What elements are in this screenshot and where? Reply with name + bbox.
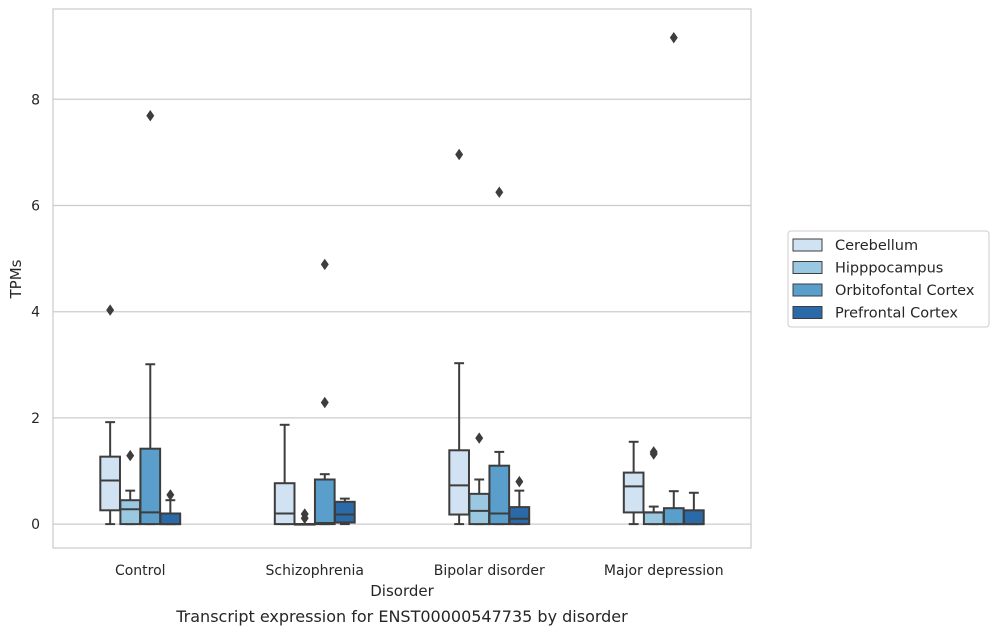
box-body <box>159 512 182 526</box>
legend-swatch <box>792 306 823 319</box>
chart-caption: Transcript expression for ENST0000054773… <box>175 607 628 626</box>
outlier-point <box>320 396 329 409</box>
box-body <box>683 509 705 526</box>
box-body <box>662 507 685 526</box>
outlier-point <box>475 432 484 444</box>
x-tick-label: Schizophrenia <box>266 563 364 579</box>
outlier-point <box>320 258 329 271</box>
outlier-point <box>455 148 464 161</box>
legend: Cerebellum Hipppocampus Orbitofontal Corte… <box>787 230 990 328</box>
legend-swatch <box>792 283 823 297</box>
x-tick-label: Bipolar disorder <box>434 563 545 579</box>
box-body <box>273 482 296 526</box>
box-body <box>468 492 491 526</box>
box-body <box>642 511 665 526</box>
outlier-point <box>649 446 658 458</box>
box-2-2 <box>488 186 511 526</box>
y-tick-label: 2 <box>31 411 40 427</box>
y-tick-label: 4 <box>31 305 40 321</box>
box-3-1 <box>642 446 665 526</box>
box-2-0 <box>448 148 470 526</box>
outlier-point <box>515 475 524 488</box>
x-tick-label: Control <box>115 563 166 579</box>
legend-swatch <box>792 261 823 274</box>
y-tick-label: 6 <box>31 198 40 214</box>
plot-frame <box>52 8 752 549</box>
y-tick-label: 8 <box>31 92 40 108</box>
outlier-point <box>300 508 309 520</box>
box-2-3 <box>508 475 531 526</box>
box-groups <box>99 31 705 526</box>
outlier-point <box>106 304 115 316</box>
box-3-0 <box>622 440 645 526</box>
box-body <box>488 464 511 526</box>
box-0-0 <box>99 304 121 526</box>
box-body <box>313 478 336 526</box>
box-1-3 <box>334 497 356 526</box>
outlier-point <box>495 186 504 198</box>
y-tick-label: 0 <box>31 517 40 533</box>
outlier-point <box>126 449 135 462</box>
legend-swatch <box>792 238 823 252</box>
box-body <box>448 449 470 516</box>
legend-label: Cerebellum <box>835 238 918 254</box>
legend-label: Hipppocampus <box>835 261 943 277</box>
outlier-point <box>669 31 678 44</box>
y-tick-labels: 0 2 4 6 8 <box>31 92 40 533</box>
legend-frame <box>787 230 990 328</box>
box-body <box>508 506 531 526</box>
box-body <box>622 471 645 514</box>
outlier-point <box>166 489 175 501</box>
box-3-3 <box>683 491 705 526</box>
legend-label: Orbitofontal Cortex <box>835 283 975 299</box>
box-body <box>119 499 142 526</box>
box-1-0 <box>273 423 296 526</box>
box-0-3 <box>159 489 182 526</box>
box-body <box>334 500 356 524</box>
outlier-point <box>146 110 155 122</box>
x-axis-title: Disorder <box>370 582 434 600</box>
box-1-2 <box>313 258 336 526</box>
box-0-2 <box>139 110 162 526</box>
box-body <box>99 455 121 512</box>
y-axis-title: TPMs <box>7 259 25 299</box>
legend-label: Prefrontal Cortex <box>835 306 958 322</box>
x-tick-labels: Control Schizophrenia Bipolar disorder Majo… <box>115 563 724 579</box>
box-3-2 <box>662 31 685 526</box>
x-tick-label: Major depression <box>604 563 724 579</box>
box-body <box>139 447 162 526</box>
